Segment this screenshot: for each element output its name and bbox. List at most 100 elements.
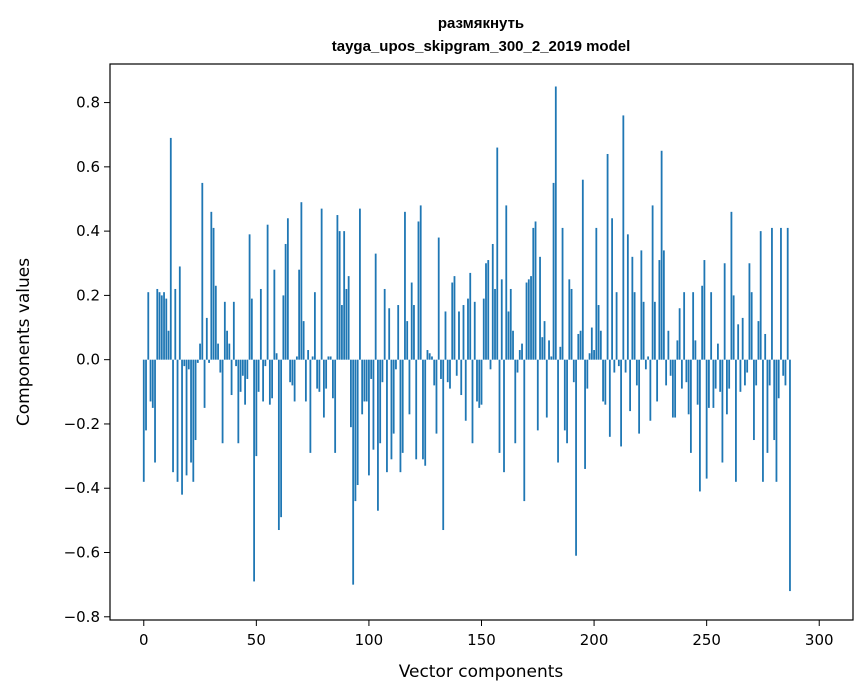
bar-2 — [147, 292, 150, 360]
bar-177 — [541, 337, 544, 360]
x-tick-label: 50 — [247, 631, 266, 649]
bar-142 — [462, 305, 465, 360]
bar-258 — [723, 263, 726, 360]
bar-209 — [613, 359, 616, 373]
bar-63 — [284, 243, 287, 360]
bar-277 — [766, 359, 769, 453]
bar-96 — [359, 208, 361, 360]
bar-52 — [259, 288, 262, 360]
bar-273 — [757, 321, 760, 360]
bar-88 — [341, 305, 343, 360]
bar-173 — [532, 227, 535, 360]
y-tick-label: 0.8 — [76, 94, 100, 112]
bar-29 — [208, 359, 210, 363]
bar-266 — [741, 317, 744, 360]
bar-250 — [705, 359, 708, 479]
bar-18 — [183, 359, 186, 367]
bar-160 — [503, 359, 505, 473]
bar-248 — [701, 285, 704, 360]
bar-125 — [424, 359, 427, 466]
bar-226 — [651, 205, 654, 360]
bar-184 — [557, 359, 559, 463]
bar-191 — [572, 359, 575, 383]
bar-202 — [597, 305, 600, 360]
bar-280 — [773, 359, 776, 441]
bar-81 — [325, 359, 328, 389]
bar-26 — [201, 182, 204, 360]
y-tick-label: 0.0 — [76, 351, 100, 369]
bar-242 — [687, 359, 690, 415]
bar-245 — [694, 340, 697, 360]
bar-100 — [368, 359, 370, 476]
bar-228 — [656, 359, 659, 402]
bar-20 — [187, 359, 190, 370]
bar-34 — [219, 359, 222, 373]
bar-24 — [196, 359, 199, 363]
bar-98 — [363, 359, 366, 402]
bar-230 — [660, 150, 663, 360]
bar-43 — [239, 359, 242, 392]
x-axis-label: Vector components — [399, 662, 564, 682]
bar-170 — [525, 282, 528, 360]
bar-275 — [762, 359, 764, 482]
bar-112 — [395, 359, 397, 370]
bar-135 — [446, 359, 449, 383]
bar-152 — [485, 263, 487, 360]
bar-115 — [401, 359, 404, 453]
bar-223 — [644, 359, 647, 370]
bar-154 — [489, 359, 492, 370]
bar-158 — [498, 359, 501, 453]
bar-46 — [246, 359, 249, 379]
bar-240 — [683, 292, 686, 360]
bar-97 — [361, 359, 364, 415]
chart-title-line1: размякнуть — [438, 15, 524, 32]
bar-227 — [653, 301, 656, 360]
bar-11 — [167, 330, 170, 360]
bar-64 — [286, 218, 289, 360]
bar-107 — [383, 288, 386, 360]
bar-243 — [689, 359, 692, 453]
bar-287 — [789, 359, 791, 592]
y-axis-label: Components values — [14, 258, 34, 426]
bar-51 — [257, 359, 260, 392]
bar-265 — [739, 359, 742, 392]
bar-55 — [266, 224, 269, 360]
y-tick-label: 0.2 — [76, 286, 100, 304]
bar-145 — [469, 272, 472, 360]
bar-156 — [494, 288, 496, 360]
bar-116 — [404, 211, 406, 360]
bar-137 — [451, 282, 454, 360]
bar-284 — [782, 359, 785, 376]
bar-185 — [559, 346, 562, 360]
bar-113 — [397, 305, 400, 360]
bar-56 — [268, 359, 271, 405]
bar-133 — [442, 359, 445, 531]
bar-257 — [721, 359, 724, 463]
bar-163 — [509, 288, 512, 360]
bar-17 — [181, 359, 183, 495]
bar-25 — [199, 343, 201, 360]
x-tick-label: 300 — [805, 631, 834, 649]
bar-199 — [590, 327, 593, 360]
bar-95 — [356, 359, 359, 486]
bar-193 — [577, 333, 580, 360]
bars-group — [142, 86, 791, 592]
bar-254 — [714, 359, 717, 389]
bar-237 — [676, 340, 679, 360]
bar-147 — [473, 301, 476, 360]
bar-77 — [316, 359, 319, 389]
x-tick-label: 150 — [467, 631, 496, 649]
bar-172 — [530, 276, 532, 360]
bar-4 — [151, 359, 154, 408]
bar-262 — [732, 295, 735, 360]
y-axis-ticks: −0.8 −0.6 −0.4 −0.2 0.0 0.2 0.4 0.6 0.8 — [64, 94, 110, 626]
bar-168 — [521, 343, 523, 360]
bar-225 — [649, 359, 652, 421]
bar-224 — [647, 356, 650, 360]
bar-252 — [710, 292, 713, 360]
bar-246 — [696, 359, 699, 405]
bar-157 — [496, 147, 499, 360]
bar-111 — [392, 359, 395, 434]
bar-101 — [370, 359, 373, 379]
bar-212 — [620, 359, 622, 447]
